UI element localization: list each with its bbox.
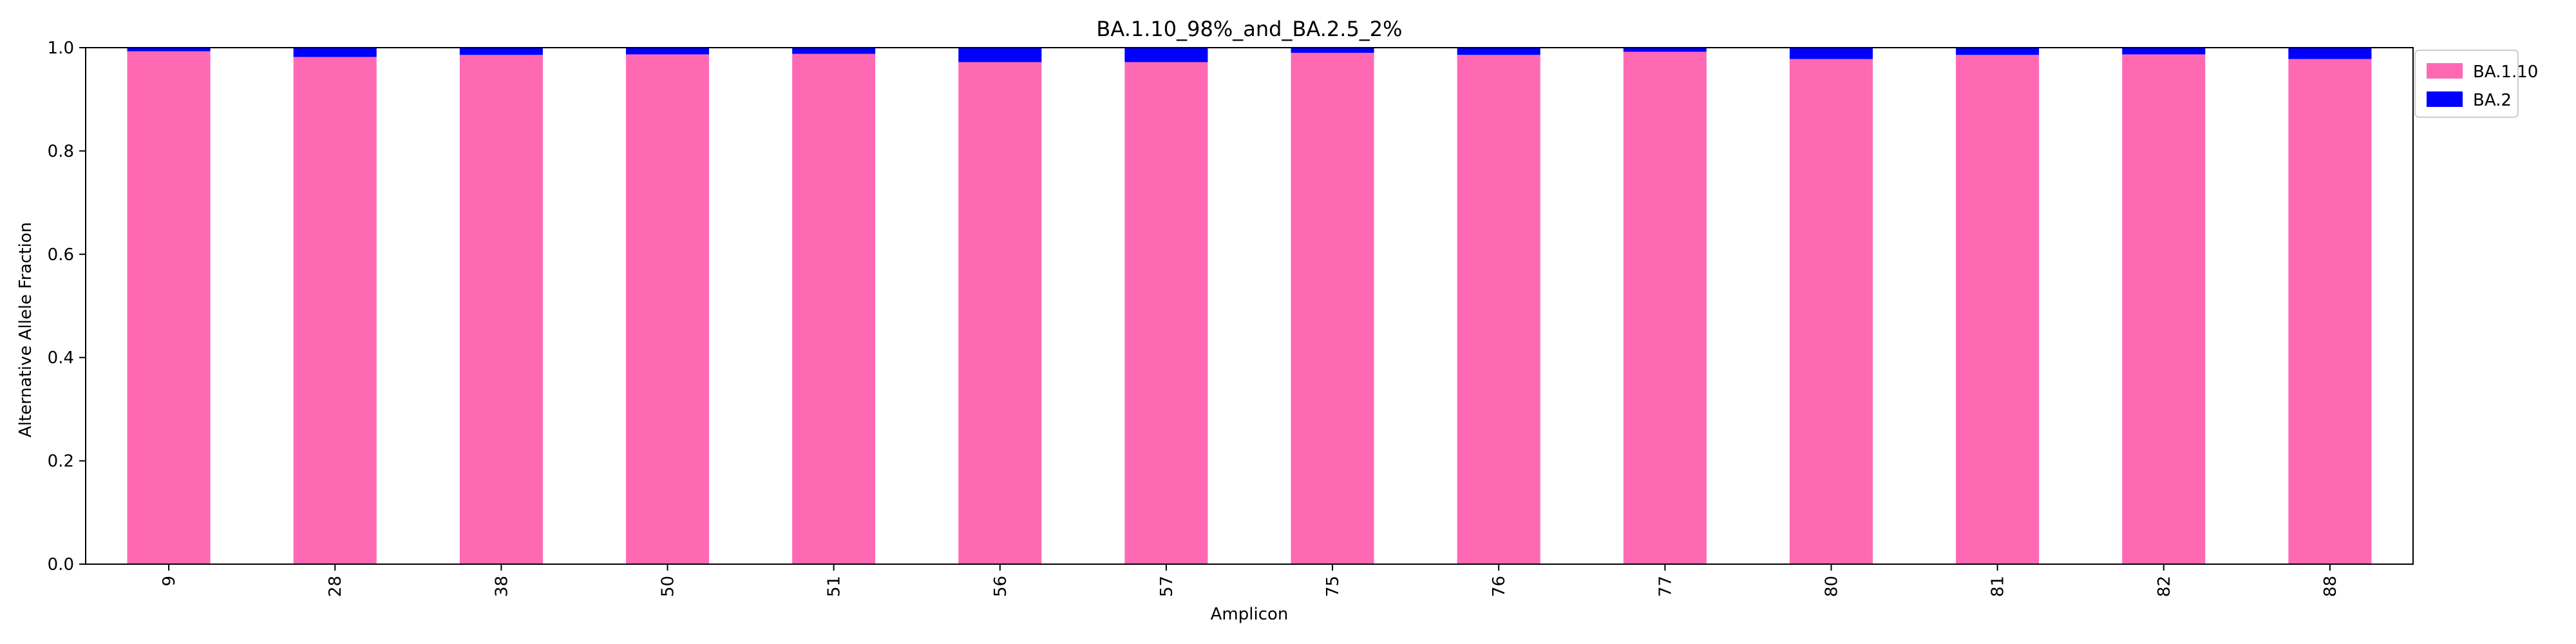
legend-label-ba-2: BA.2 bbox=[2473, 91, 2512, 110]
bar-ba-2-82 bbox=[2122, 48, 2206, 55]
x-tick-label-88: 88 bbox=[2321, 576, 2340, 597]
bar-ba-1-10-50 bbox=[625, 54, 710, 564]
x-tick-label-28: 28 bbox=[326, 576, 345, 597]
bar-ba-2-81 bbox=[1956, 48, 2040, 55]
bar-ba-1-10-82 bbox=[2122, 54, 2206, 564]
bar-ba-1-10-75 bbox=[1291, 53, 1374, 564]
bar-ba-2-77 bbox=[1623, 48, 1707, 52]
y-tick-label-0.8: 0.8 bbox=[48, 142, 74, 161]
x-tick-label-81: 81 bbox=[1989, 576, 2008, 597]
bar-ba-2-56 bbox=[958, 48, 1042, 62]
y-tick-label-0.2: 0.2 bbox=[48, 452, 74, 471]
x-axis-label: Amplicon bbox=[1211, 605, 1289, 624]
legend: BA.1.10 BA.2 bbox=[2414, 50, 2538, 118]
bars-layer bbox=[127, 48, 2372, 565]
bar-ba-2-75 bbox=[1291, 48, 1374, 53]
x-tick-label-82: 82 bbox=[2155, 576, 2174, 597]
bar-ba-1-10-51 bbox=[792, 53, 876, 564]
x-tick-label-80: 80 bbox=[1823, 576, 1842, 597]
y-axis: 0.0 0.2 0.4 0.6 0.8 1.0 bbox=[48, 39, 86, 574]
bar-ba-2-80 bbox=[1789, 48, 1873, 59]
x-tick-label-50: 50 bbox=[659, 576, 678, 597]
x-axis: 9 28 38 50 51 56 57 75 76 77 80 81 82 88 bbox=[160, 564, 2340, 597]
x-tick-label-9: 9 bbox=[160, 576, 179, 587]
plot-frame bbox=[85, 47, 2414, 565]
legend-swatch-ba-1-10 bbox=[2427, 63, 2463, 79]
bar-ba-1-10-80 bbox=[1789, 59, 1873, 565]
bar-ba-2-51 bbox=[792, 48, 876, 54]
bar-ba-1-10-81 bbox=[1956, 55, 2040, 564]
bar-ba-1-10-9 bbox=[127, 51, 211, 564]
bar-ba-2-50 bbox=[625, 48, 710, 55]
legend-label-ba-1-10: BA.1.10 bbox=[2473, 62, 2538, 82]
y-axis-label: Alternative Allele Fraction bbox=[16, 222, 35, 437]
y-tick-label-0.4: 0.4 bbox=[48, 348, 74, 368]
bar-ba-1-10-76 bbox=[1457, 55, 1540, 564]
chart-title: BA.1.10_98%_and_BA.2.5_2% bbox=[1096, 17, 1402, 41]
bar-ba-1-10-88 bbox=[2288, 59, 2372, 565]
bar-ba-2-88 bbox=[2288, 48, 2372, 59]
bar-ba-1-10-57 bbox=[1124, 62, 1208, 565]
x-tick-label-38: 38 bbox=[492, 576, 511, 597]
x-tick-label-75: 75 bbox=[1323, 576, 1343, 597]
y-tick-label-0.6: 0.6 bbox=[48, 245, 74, 265]
bar-ba-1-10-38 bbox=[459, 55, 543, 564]
bar-ba-2-28 bbox=[293, 48, 377, 57]
plot-background bbox=[86, 48, 2413, 564]
bar-ba-2-57 bbox=[1124, 48, 1208, 62]
x-tick-label-77: 77 bbox=[1656, 576, 1675, 597]
x-tick-label-56: 56 bbox=[991, 576, 1010, 597]
y-tick-label-0.0: 0.0 bbox=[48, 555, 74, 574]
plot-area bbox=[86, 48, 2413, 564]
x-tick-label-76: 76 bbox=[1490, 576, 1509, 597]
bar-ba-2-38 bbox=[459, 48, 543, 55]
y-tick-label-1.0: 1.0 bbox=[48, 39, 74, 58]
bar-ba-1-10-56 bbox=[958, 62, 1042, 565]
bar-ba-1-10-77 bbox=[1623, 52, 1707, 564]
bar-ba-2-9 bbox=[127, 48, 211, 52]
x-tick-label-51: 51 bbox=[825, 576, 844, 597]
bar-ba-1-10-28 bbox=[293, 57, 377, 565]
legend-swatch-ba-2 bbox=[2427, 91, 2463, 107]
bar-ba-2-76 bbox=[1457, 48, 1540, 55]
x-tick-label-57: 57 bbox=[1157, 576, 1177, 597]
